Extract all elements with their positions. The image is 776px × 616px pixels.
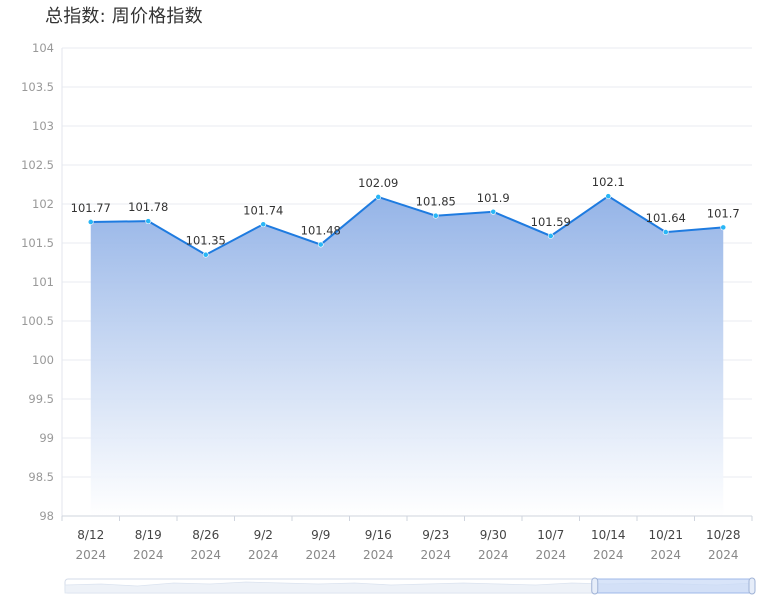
x-tick-label: 10/14 [591, 528, 626, 542]
chart-title: 总指数: 周价格指数 [45, 6, 203, 27]
data-point [87, 219, 94, 225]
x-tick-year: 2024 [420, 548, 451, 562]
data-label: 102.1 [592, 175, 625, 189]
data-point [720, 224, 727, 231]
x-tick-label: 9/9 [311, 528, 330, 542]
x-tick-label: 8/12 [77, 528, 104, 542]
y-tick-label: 101.5 [21, 236, 54, 250]
x-tick-year: 2024 [650, 548, 681, 562]
x-tick-label: 10/21 [648, 528, 683, 542]
y-tick-label: 98 [39, 509, 54, 523]
y-tick-label: 100 [32, 353, 54, 367]
y-tick-label: 103.5 [21, 80, 54, 94]
data-labels: 101.77 101.78 101.35 101.74 101.48 102.09 101.… [71, 175, 740, 248]
area-path [90, 196, 724, 516]
y-tick-label: 99 [39, 431, 54, 445]
x-tick-label: 8/26 [192, 528, 219, 542]
x-tick-label: 9/23 [422, 528, 449, 542]
data-label: 101.7 [707, 206, 740, 220]
zoom-selected-range [594, 578, 754, 594]
data-label: 101.74 [243, 203, 283, 217]
data-label: 101.78 [128, 200, 168, 214]
y-tick-label: 98.5 [28, 470, 54, 484]
x-axis: 8/12 2024 8/19 2024 8/26 2024 9/2 2024 9/9 2024 9/… [61, 515, 753, 562]
x-tick-label: 9/2 [254, 528, 273, 542]
x-tick-label: 10/28 [706, 528, 741, 542]
y-tick-label: 101 [32, 275, 54, 289]
area-fill [90, 196, 724, 516]
y-axis-ticks: 98 98.5 99 99.5 100 100.5 101 101.5 102 102.5 103 1… [21, 41, 54, 523]
data-label: 101.85 [416, 195, 456, 209]
data-point [547, 233, 554, 239]
data-zoom-slider[interactable] [64, 577, 756, 595]
data-point [145, 218, 152, 225]
data-point [202, 251, 209, 258]
zoom-handle-left[interactable] [591, 577, 599, 595]
data-point [490, 208, 497, 215]
y-tick-label: 104 [32, 41, 54, 55]
zoom-handle-right[interactable] [748, 577, 756, 595]
data-label: 101.48 [301, 224, 341, 238]
x-tick-year: 2024 [133, 548, 164, 562]
x-tick-year: 2024 [305, 548, 336, 562]
data-point [605, 193, 612, 200]
series-line-path [90, 195, 724, 256]
data-point [662, 229, 669, 235]
data-point [375, 194, 382, 200]
x-tick-label: 9/30 [480, 528, 507, 542]
x-tick-year: 2024 [248, 548, 279, 562]
data-point [432, 212, 439, 219]
data-point [317, 241, 324, 248]
y-tick-label: 100.5 [21, 314, 54, 328]
data-point [260, 221, 267, 228]
y-tick-label: 102 [32, 197, 54, 211]
data-label: 101.59 [531, 215, 571, 229]
x-tick-year: 2024 [363, 548, 394, 562]
data-label: 101.9 [477, 191, 510, 205]
data-label: 101.35 [186, 234, 226, 248]
series-line [90, 195, 724, 256]
y-tick-label: 99.5 [28, 392, 54, 406]
data-label: 101.77 [71, 201, 111, 215]
x-tick-year: 2024 [478, 548, 509, 562]
x-tick-label: 10/7 [537, 528, 564, 542]
x-tick-year: 2024 [708, 548, 739, 562]
x-tick-label: 8/19 [135, 528, 162, 542]
x-tick-year: 2024 [75, 548, 106, 562]
y-tick-label: 103 [32, 119, 54, 133]
y-tick-label: 102.5 [21, 158, 54, 172]
x-tick-label: 9/16 [365, 528, 392, 542]
x-tick-year: 2024 [593, 548, 624, 562]
data-label: 101.64 [646, 211, 686, 225]
data-points [87, 193, 727, 258]
x-tick-year: 2024 [535, 548, 566, 562]
data-label: 102.09 [358, 176, 398, 190]
x-tick-year: 2024 [190, 548, 221, 562]
